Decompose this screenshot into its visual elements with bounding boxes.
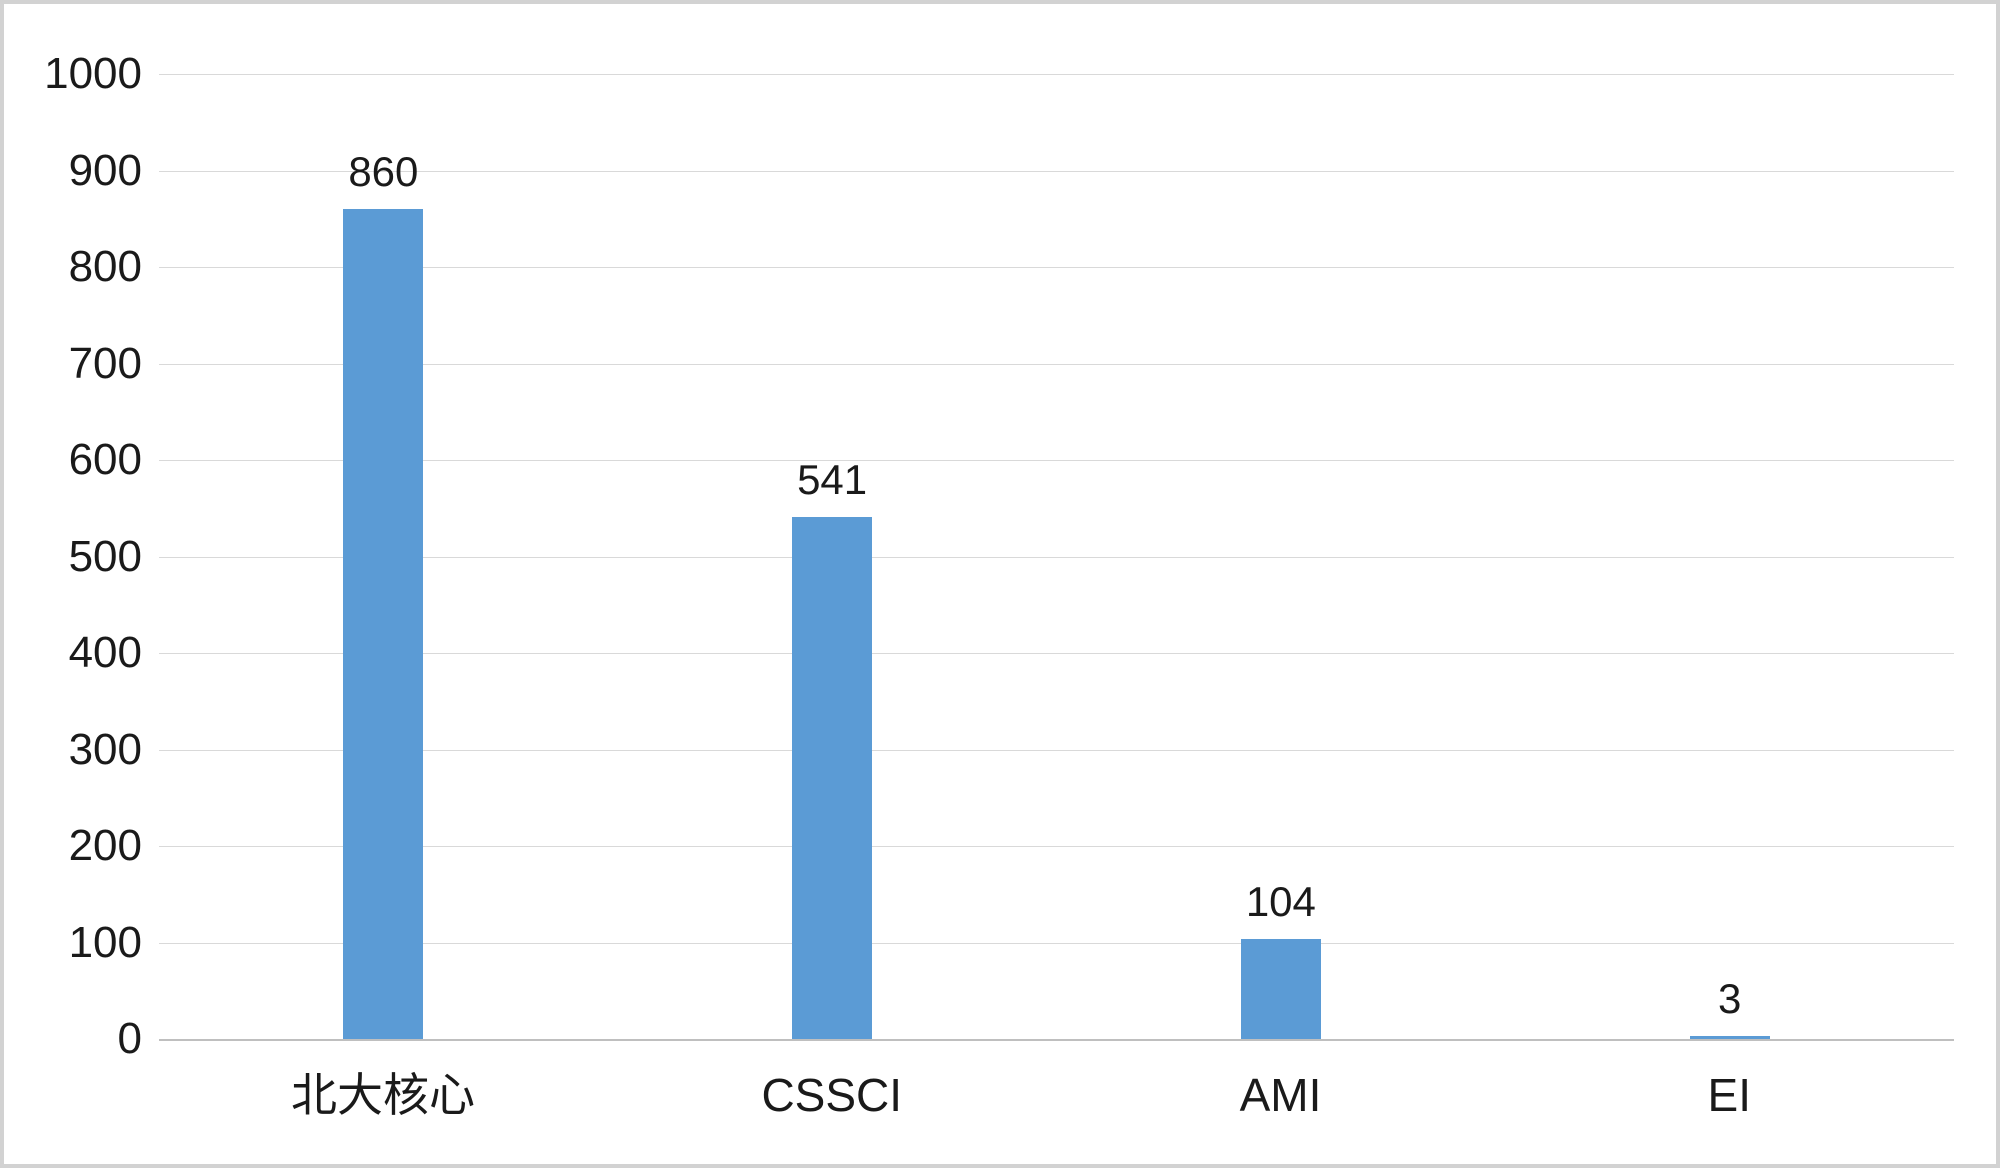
gridline (159, 556, 1954, 558)
y-axis-tick-label: 500 (68, 531, 142, 581)
gridline (159, 170, 1954, 172)
bar-value-label: 104 (1245, 877, 1316, 925)
plot-area: 860 541 104 3 (159, 74, 1954, 1041)
x-axis-line (159, 1039, 1954, 1041)
bar (1240, 938, 1321, 1039)
x-axis-label: 北大核心 (291, 1069, 475, 1121)
y-axis-tick-label: 900 (68, 145, 142, 195)
y-axis-tick-label: 700 (68, 338, 142, 388)
gridline (159, 749, 1954, 751)
gridline (159, 653, 1954, 654)
bar (1689, 1036, 1770, 1039)
gridline (159, 267, 1954, 268)
y-axis-tick-label: 400 (68, 628, 142, 677)
y-axis-tick-label: 600 (68, 435, 142, 484)
gridline (159, 460, 1954, 461)
x-axis-label: EI (1707, 1069, 1751, 1121)
x-axis-label: CSSCI (761, 1069, 903, 1121)
y-axis-tick-label: 800 (68, 242, 142, 291)
y-axis-tick-label: 0 (117, 1014, 142, 1063)
bar (343, 209, 424, 1039)
bar-value-label: 3 (1717, 975, 1742, 1023)
y-axis-tick-label: 200 (68, 821, 142, 870)
gridline (159, 942, 1954, 944)
bar-value-label: 541 (797, 455, 868, 503)
bar-value-label: 860 (348, 148, 419, 196)
y-axis-tick-label: 1000 (44, 49, 142, 98)
y-axis-tick-label: 100 (68, 917, 142, 967)
gridline (159, 846, 1954, 847)
x-axis: 北大核心 CSSCI AMI EI (4, 1062, 1996, 1142)
x-axis-label: AMI (1239, 1069, 1322, 1121)
y-axis-tick-label: 300 (68, 724, 142, 774)
gridline (159, 74, 1954, 75)
bar (792, 516, 873, 1039)
gridline (159, 363, 1954, 365)
